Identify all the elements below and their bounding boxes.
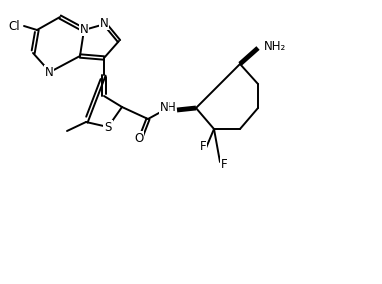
Text: N: N [45, 66, 53, 78]
Text: F: F [200, 139, 206, 153]
Text: N: N [100, 16, 108, 30]
Text: S: S [104, 120, 112, 133]
Text: NH₂: NH₂ [264, 39, 286, 53]
Text: N: N [160, 101, 168, 114]
Text: Cl: Cl [8, 20, 20, 32]
Text: O: O [134, 131, 144, 145]
Text: F: F [221, 158, 227, 170]
Text: N: N [79, 22, 88, 36]
Text: H: H [167, 101, 175, 114]
